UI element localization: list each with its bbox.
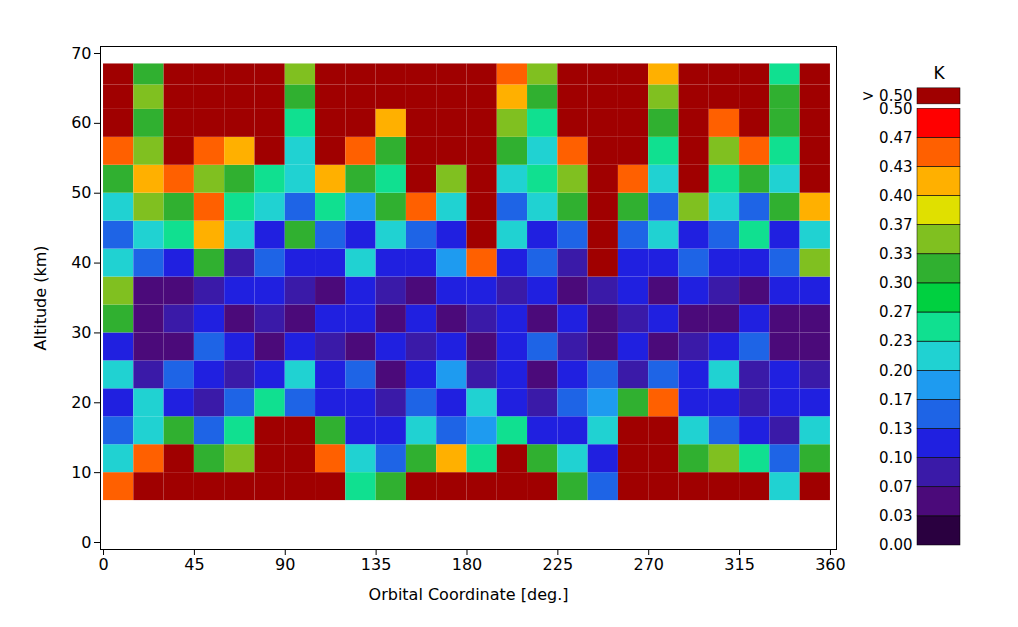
svg-text:0.33: 0.33: [879, 245, 912, 263]
svg-text:50: 50: [71, 183, 91, 202]
svg-text:0.50: 0.50: [879, 99, 913, 118]
svg-text:225: 225: [543, 555, 574, 574]
svg-text:0.37: 0.37: [879, 216, 912, 234]
svg-text:Altitude (km): Altitude (km): [31, 246, 50, 351]
svg-text:180: 180: [452, 555, 483, 574]
svg-text:0.30: 0.30: [879, 274, 912, 292]
svg-text:270: 270: [633, 555, 664, 574]
svg-text:360: 360: [815, 555, 846, 574]
svg-text:60: 60: [71, 113, 91, 132]
svg-text:30: 30: [71, 323, 91, 342]
svg-text:> 0.50: > 0.50: [862, 87, 913, 105]
svg-text:0.27: 0.27: [879, 303, 912, 321]
svg-text:0.03: 0.03: [879, 507, 912, 525]
svg-text:0.13: 0.13: [879, 420, 912, 438]
svg-text:0.00: 0.00: [879, 536, 912, 554]
svg-text:20: 20: [71, 393, 91, 412]
svg-text:0: 0: [81, 533, 91, 552]
svg-text:0.40: 0.40: [879, 187, 912, 205]
svg-text:0.23: 0.23: [879, 332, 912, 350]
svg-text:45: 45: [184, 555, 204, 574]
svg-text:90: 90: [275, 555, 295, 574]
svg-text:0.07: 0.07: [879, 478, 912, 496]
svg-text:70: 70: [71, 44, 91, 63]
svg-text:40: 40: [71, 253, 91, 272]
svg-text:K: K: [933, 63, 945, 83]
svg-text:0.43: 0.43: [879, 158, 912, 176]
svg-text:135: 135: [361, 555, 392, 574]
svg-text:0.47: 0.47: [879, 129, 912, 147]
svg-text:0.17: 0.17: [879, 391, 912, 409]
svg-text:315: 315: [724, 555, 755, 574]
svg-text:Orbital Coordinate [deg.]: Orbital Coordinate [deg.]: [369, 585, 569, 604]
svg-text:0.20: 0.20: [879, 362, 912, 380]
svg-text:0: 0: [98, 555, 108, 574]
svg-text:0.10: 0.10: [879, 449, 912, 467]
svg-text:10: 10: [71, 463, 91, 482]
